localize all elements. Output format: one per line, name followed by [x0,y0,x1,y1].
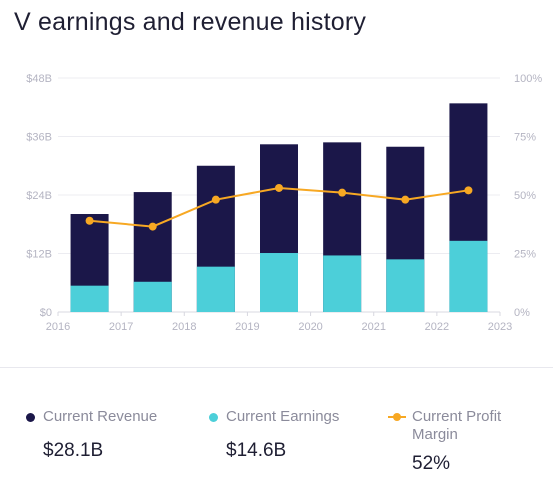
y-left-tick-label: $24B [26,190,52,202]
bars [70,103,488,312]
profit-margin-point [148,222,157,231]
axis-ticks: $0 0% $12B 25% $24B 50% $36B 75% $48B 100% 2016 201… [26,73,542,333]
earnings-bar [449,240,488,312]
x-tick-label: 2017 [109,321,133,333]
chart-title: V earnings and revenue history [14,8,367,36]
x-tick-label: 2023 [488,321,512,333]
y-left-tick-label: $0 [40,307,52,319]
profit-margin-line-icon [388,408,406,426]
legend-revenue: Current Revenue $28.1B [26,408,157,462]
y-right-tick-label: 50% [514,190,536,202]
earnings-bar [386,259,425,312]
profit-margin-line [85,183,473,231]
legend-earnings-value: $14.6B [226,440,287,461]
revenue-dot-icon [26,413,35,422]
y-left-tick-label: $48B [26,73,52,85]
y-left-tick-label: $12B [26,249,52,261]
profit-margin-point [401,195,410,204]
profit-margin-point [338,188,347,197]
x-tick-label: 2019 [235,321,259,333]
legend-profit-margin-value: 52% [412,453,451,474]
legend-earnings: Current Earnings $14.6B [209,408,339,462]
earnings-bar [260,253,298,312]
x-tick-label: 2022 [425,321,449,333]
earnings-dot-icon [209,413,218,422]
y-right-tick-label: 100% [514,73,542,85]
legend-earnings-label: Current Earnings [226,408,340,425]
legend-revenue-label: Current Revenue [43,408,158,425]
earnings-bar [196,266,235,312]
earnings-bar [133,281,172,312]
earnings-bar [323,255,362,312]
x-tick-label: 2021 [361,321,385,333]
y-right-tick-label: 75% [514,132,536,144]
profit-margin-point [211,195,220,204]
x-tick-label: 2018 [172,321,196,333]
earnings-revenue-chart: $0 0% $12B 25% $24B 50% $36B 75% $48B 100% 2016 201… [26,73,542,333]
profit-margin-point [275,183,283,192]
divider [0,367,553,368]
y-right-tick-label: 0% [514,307,530,319]
x-tick-label: 2020 [298,321,322,333]
legend-revenue-value: $28.1B [43,440,104,461]
earnings-bar [70,285,109,312]
y-left-tick-label: $36B [26,132,52,144]
legend-profit-margin: Current Profit Margin 52% [388,408,522,475]
profit-margin-point [85,216,94,225]
y-right-tick-label: 25% [514,249,536,261]
x-tick-label: 2016 [46,321,70,333]
legend-profit-margin-label: Current Profit Margin [412,408,502,443]
profit-margin-point [464,186,473,195]
